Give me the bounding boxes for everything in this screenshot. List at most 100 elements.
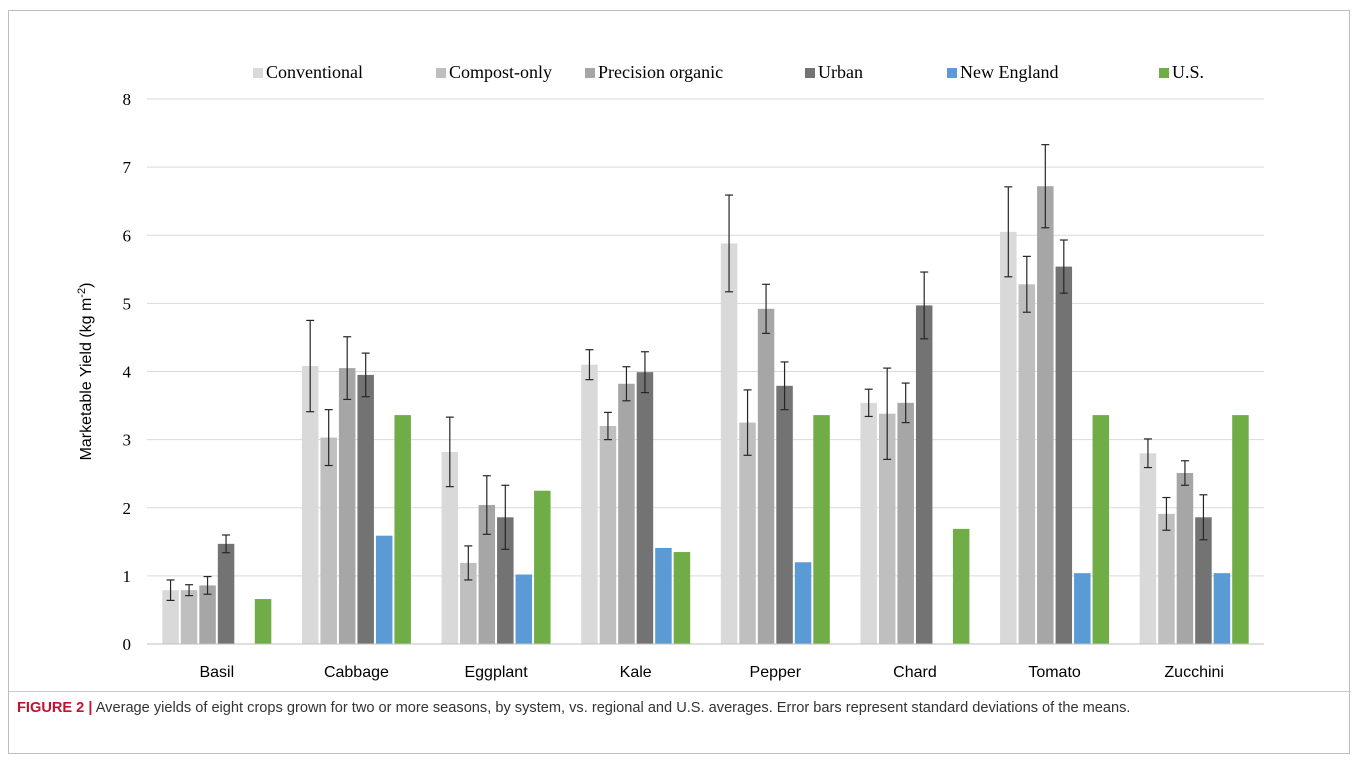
error-bar (1143, 438, 1152, 469)
error-bar (622, 366, 631, 402)
error-bar (585, 349, 594, 381)
bar (217, 543, 235, 644)
y-tick-label: 1 (123, 567, 132, 586)
x-tick-label: Eggplant (464, 664, 528, 681)
error-bar (901, 382, 910, 424)
error-bar (1041, 144, 1050, 229)
bar (301, 366, 319, 644)
legend-swatch (585, 68, 595, 78)
bar (673, 552, 691, 644)
error-bar (306, 319, 315, 413)
error-bar (864, 388, 873, 418)
error-bar (324, 409, 333, 467)
legend-label: New England (960, 62, 1058, 82)
bar (1000, 231, 1017, 644)
bar (757, 308, 775, 644)
legend-label: Urban (818, 62, 863, 82)
legend-item: Precision organic (585, 62, 723, 82)
x-tick-label: Cabbage (324, 664, 389, 681)
y-axis-label: Marketable Yield (kg m-2) (76, 283, 95, 461)
legend-swatch (253, 68, 263, 78)
figure-frame: 0 1 2 3 4 5 6 7 8 Basil Cabbage Eggplant Kale Pepper… (8, 10, 1351, 754)
error-bar (445, 416, 454, 488)
y-tick-labels: 0 1 2 3 4 5 6 7 8 (123, 90, 132, 654)
legend-item: Compost-only (436, 62, 552, 82)
bar (320, 437, 337, 644)
bar (915, 305, 933, 644)
bar (1018, 284, 1036, 644)
y-tick-label: 6 (123, 226, 132, 245)
legend-item: Conventional (253, 62, 363, 82)
error-bar (464, 545, 473, 581)
error-bar (1199, 494, 1208, 541)
bar (860, 402, 877, 644)
y-tick-label: 7 (123, 158, 132, 177)
error-bar (1180, 460, 1189, 486)
bar (776, 385, 793, 644)
legend-label: Precision organic (598, 62, 723, 82)
error-bar (762, 283, 771, 334)
legend-item: New England (947, 62, 1058, 82)
y-tick-label: 8 (123, 90, 132, 109)
caption-text: Average yields of eight crops grown for … (92, 700, 1131, 716)
bar (952, 528, 970, 644)
bar (1074, 573, 1091, 644)
bar (338, 368, 356, 644)
error-bar (883, 367, 892, 460)
bar (460, 562, 477, 644)
error-bar (1162, 496, 1171, 531)
bar (478, 505, 496, 644)
bar (162, 590, 179, 644)
bar (441, 451, 459, 644)
bar-chart: 0 1 2 3 4 5 6 7 8 Basil Cabbage Eggplant Kale Pepper… (76, 62, 1264, 681)
error-bar (482, 475, 491, 535)
error-bar (780, 361, 789, 411)
legend-swatch (436, 68, 446, 78)
y-tick-label: 4 (123, 363, 132, 382)
bar (794, 562, 812, 644)
legend-label: Conventional (266, 62, 363, 82)
bar (1213, 573, 1231, 644)
x-tick-label: Chard (893, 664, 937, 681)
x-tick-label: Kale (620, 664, 652, 681)
legend-label: Compost-only (449, 62, 552, 82)
bar (199, 585, 216, 644)
error-bar (501, 484, 510, 550)
figure-caption: FIGURE 2 | Average yields of eight crops… (17, 699, 1355, 718)
error-bar (1004, 186, 1013, 278)
y-tick-label: 3 (123, 431, 132, 450)
error-bar (343, 336, 352, 401)
legend-swatch (1159, 68, 1169, 78)
error-bar (222, 534, 231, 554)
x-tick-label: Tomato (1028, 664, 1081, 681)
legend-item: U.S. (1159, 62, 1204, 82)
bar (878, 413, 896, 644)
caption-label: FIGURE 2 | (17, 700, 93, 716)
y-tick-label: 0 (123, 635, 132, 654)
bar (180, 590, 198, 644)
error-bar (166, 579, 175, 602)
bar (739, 422, 756, 644)
bar (636, 372, 654, 644)
error-bars (166, 144, 1208, 602)
error-bar (603, 411, 612, 441)
error-bar (725, 194, 734, 293)
bar (1139, 453, 1157, 644)
y-tick-label: 2 (123, 499, 132, 518)
bar (1176, 473, 1194, 644)
bar (1037, 186, 1054, 644)
bar (1232, 415, 1249, 644)
bar (599, 426, 617, 644)
bar (254, 599, 272, 644)
bar (618, 383, 635, 644)
bar (1195, 517, 1212, 644)
y-tick-label: 5 (123, 294, 132, 313)
error-bar (1059, 239, 1068, 294)
x-tick-labels: Basil Cabbage Eggplant Kale Pepper Chard Tomat… (199, 664, 1224, 681)
error-bar (640, 351, 649, 394)
bar (394, 415, 411, 644)
legend-swatch (805, 68, 815, 78)
error-bar (920, 271, 929, 340)
bar (534, 490, 551, 644)
x-tick-label: Pepper (750, 664, 802, 681)
